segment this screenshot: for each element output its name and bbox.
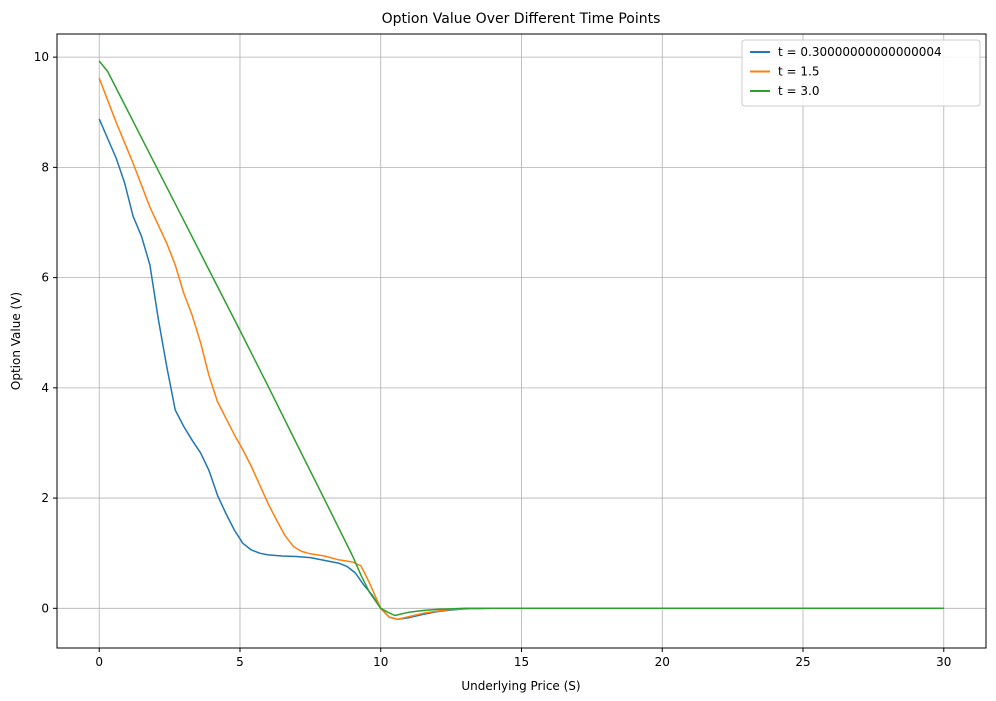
chart-title: Option Value Over Different Time Points bbox=[382, 11, 661, 27]
x-tick-label: 0 bbox=[95, 655, 103, 669]
x-axis-label: Underlying Price (S) bbox=[461, 679, 580, 693]
legend-box bbox=[741, 39, 981, 107]
legend-label-2: t = 3.0 bbox=[778, 84, 819, 98]
x-tick-label: 25 bbox=[795, 655, 810, 669]
legend-label-1: t = 1.5 bbox=[778, 65, 819, 79]
x-tick-label: 15 bbox=[514, 655, 529, 669]
series-line-2 bbox=[98, 60, 944, 617]
legend: t = 0.30000000000000004 t = 1.5 t = 3.0 bbox=[741, 39, 981, 107]
x-tick-label: 30 bbox=[936, 655, 951, 669]
x-tick-label: 20 bbox=[655, 655, 670, 669]
x-tick-label: 10 bbox=[373, 655, 388, 669]
y-tick-label: 8 bbox=[41, 160, 49, 174]
x-tick-label: 5 bbox=[236, 655, 244, 669]
grid bbox=[57, 34, 986, 648]
series-lines bbox=[98, 60, 944, 621]
y-tick-label: 4 bbox=[41, 381, 49, 395]
y-tick-label: 0 bbox=[41, 601, 49, 615]
legend-label-0: t = 0.30000000000000004 bbox=[778, 45, 942, 59]
y-tick-label: 2 bbox=[41, 491, 49, 505]
y-tick-label: 10 bbox=[34, 50, 49, 64]
y-tick-label: 6 bbox=[41, 271, 49, 285]
axis-ticks: 0 5 10 15 20 25 30 0 2 4 6 8 10 bbox=[34, 50, 952, 669]
series-line-1 bbox=[98, 77, 944, 621]
y-axis-label: Option Value (V) bbox=[9, 292, 23, 390]
